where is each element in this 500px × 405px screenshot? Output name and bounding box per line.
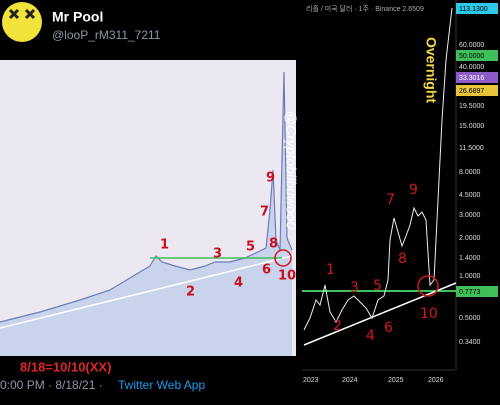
price-label: 26.6897	[459, 88, 484, 95]
wave-label: 10	[278, 269, 296, 284]
wave-label: 2	[333, 318, 342, 334]
watermark: @Cryptobilbuwoo0	[283, 111, 299, 230]
price-label: 4.5000	[459, 192, 481, 199]
price-label: 8.0000	[459, 169, 481, 176]
price-label: 113.1300	[459, 6, 488, 13]
price-label: 40.0000	[459, 64, 484, 71]
wave-label: 4	[234, 276, 243, 291]
price-label: 3.0000	[459, 212, 481, 219]
wave-label: 8	[269, 237, 278, 252]
wave-label: 9	[409, 182, 418, 198]
wave-label: 4	[366, 328, 375, 344]
annotation: Overnight	[423, 37, 439, 103]
price-label: 11.5000	[459, 145, 484, 152]
price-label: 33.3016	[459, 75, 484, 82]
wave-label: 9	[266, 171, 275, 186]
price-label: 60.0000	[459, 42, 484, 49]
price-label: 15.0000	[459, 123, 484, 130]
price-label: 50.0000	[459, 53, 484, 60]
wave-label: 10	[420, 306, 438, 322]
price-label: 2.0000	[459, 235, 481, 242]
left-chart: 1 2 3 4 5 6 7 8 9 10	[0, 60, 296, 356]
wave-label: 6	[262, 263, 271, 278]
price-label: 0.5000	[459, 315, 481, 322]
avatar	[2, 2, 42, 42]
wave-label: 6	[384, 320, 393, 336]
x-label: 2026	[428, 377, 444, 384]
x-label: 2025	[388, 377, 404, 384]
source-link[interactable]: Twitter Web App	[118, 378, 205, 392]
wave-label: 5	[246, 240, 255, 255]
author-name[interactable]: Mr Pool	[52, 9, 103, 25]
x-label: 2023	[303, 377, 319, 384]
timestamp[interactable]: 0:00 PM · 8/18/21 ·	[0, 378, 103, 392]
wave-label: 2	[186, 285, 195, 300]
author-handle[interactable]: @looP_rM311_7211	[52, 28, 161, 42]
caption: 8/18=10/10(XX)	[20, 359, 111, 374]
chart-header: 리플 / 미국 달러 · 1주 · Binance 2.6509	[306, 4, 424, 13]
price-label: 1.0000	[459, 273, 481, 280]
right-chart: 리플 / 미국 달러 · 1주 · Binance 2.6509 Overnig…	[283, 0, 498, 384]
wave-label: 8	[398, 251, 407, 267]
wave-label: 1	[326, 262, 335, 278]
wave-label: 1	[160, 238, 169, 253]
wave-label: 3	[350, 280, 359, 296]
price-label: 0.7773	[459, 289, 481, 296]
price-label: 1.4000	[459, 255, 481, 262]
price-label: 0.3400	[459, 339, 481, 346]
wave-label: 7	[260, 205, 269, 220]
wave-label: 7	[386, 192, 395, 208]
wave-label: 3	[213, 247, 222, 262]
wave-label: 5	[373, 278, 382, 294]
price-label: 19.5000	[459, 103, 484, 110]
x-label: 2024	[342, 377, 358, 384]
